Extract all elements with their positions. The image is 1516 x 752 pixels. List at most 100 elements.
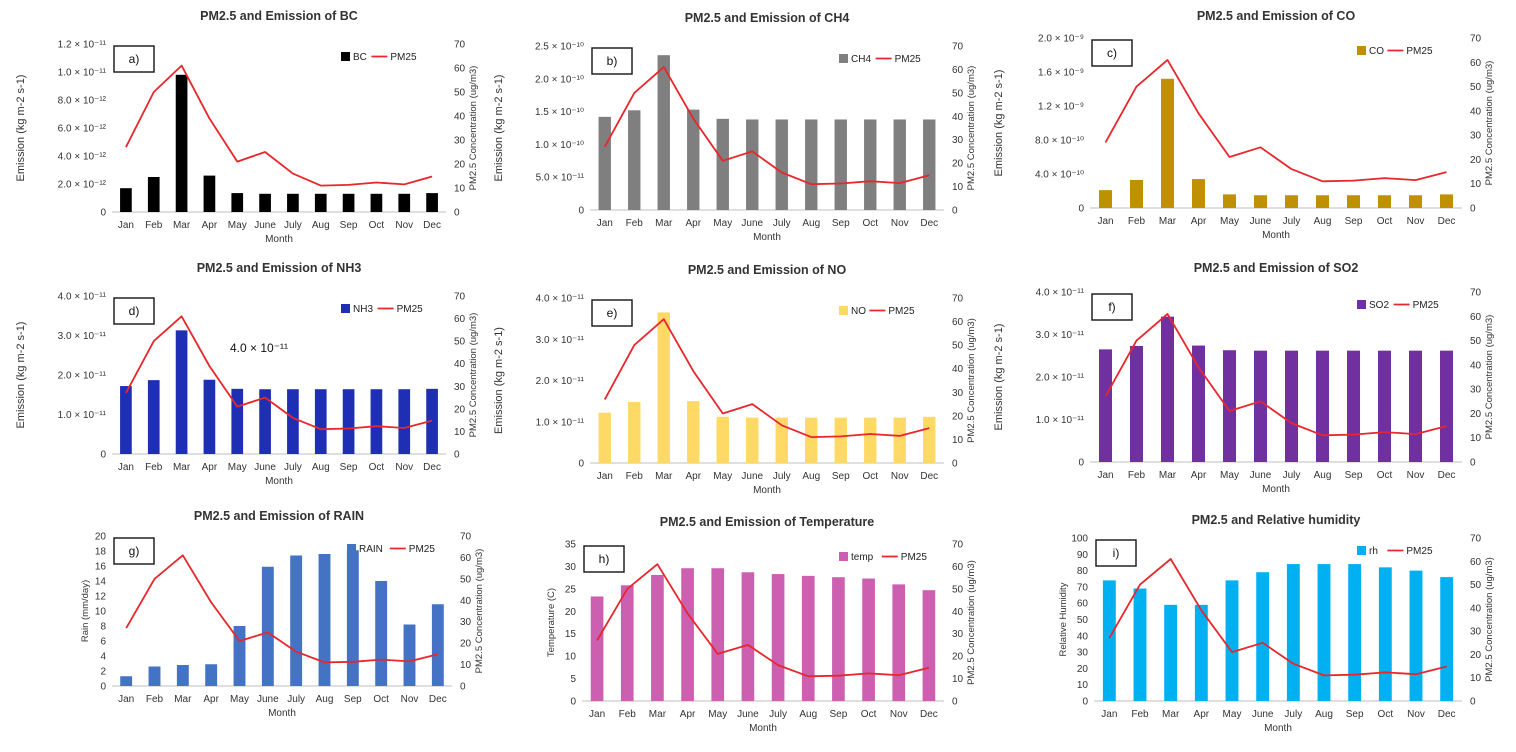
y2-tick-label: 60 [1470,557,1482,568]
x-tick-label: June [737,709,759,720]
bar-temp [862,578,875,701]
x-tick-label: Sep [1345,470,1363,481]
pm25-line [604,66,930,186]
panel-label-box [113,45,155,73]
legend-swatch-bar [839,54,848,63]
y2-tick-label: 50 [952,88,964,99]
y-tick-label: 30 [1077,648,1089,659]
legend-label-line: PM25 [1406,46,1433,57]
x-tick-label: Dec [920,471,938,482]
bar-rain [375,581,388,686]
pm25-line [125,64,433,187]
y-tick-label: 2.0 × 10⁻⁹ [1038,34,1084,45]
x-tick-label: May [708,709,727,720]
x-tick-label: Nov [395,462,413,473]
x-tick-label: July [284,462,302,473]
x-tick-label: Dec [1438,216,1456,227]
y2-tick-label: 40 [460,596,472,607]
pm25-line [1104,59,1447,183]
y2-tick-label: 70 [952,540,964,551]
x-tick-label: Dec [1438,470,1456,481]
y2-tick-label: 70 [454,40,466,51]
x-tick-label: Sep [1345,216,1363,227]
panel-label-box [1095,539,1137,567]
bar-temp [892,584,906,701]
y-tick-label: 6 [100,637,106,648]
y2-tick-label: 30 [952,388,964,399]
bar-bc [342,193,355,212]
y-tick-label: 8.0 × 10⁻¹⁰ [1035,136,1084,147]
y2-tick-label: 40 [454,359,466,370]
bar-co [1129,179,1144,208]
y2-tick-label: 60 [952,562,964,573]
y2-tick-label: 0 [952,206,958,217]
y2-tick-label: 60 [454,64,466,75]
y-tick-label: 3.0 × 10⁻¹¹ [58,331,107,342]
chart-panel-7: PM2.5 and Emission of RAIN 0 2 4 6 8 10 12 14 16 1… [80,509,485,719]
x-tick-label: Nov [401,694,419,705]
y2-tick-label: 40 [1470,360,1482,371]
x-tick-label: Jan [118,694,134,705]
bar-nh3 [370,389,383,454]
y2-tick-label: 40 [952,607,964,618]
x-tick-label: July [287,694,305,705]
x-tick-label: Aug [802,471,820,482]
x-tick-label: May [228,220,247,231]
x-tick-label: Aug [316,694,334,705]
panel-label-box [583,545,625,573]
bar-ch4 [598,116,611,210]
x-tick-label: Jan [597,471,613,482]
y-axis-label: Emission (kg m-2 s-1) [993,70,1005,177]
y2-tick-label: 10 [952,435,964,446]
pm25-line [125,554,439,664]
bar-rain [431,604,444,686]
legend-swatch-bar [347,544,356,553]
y-tick-label: 14 [95,577,107,588]
legend-label-bar: CH4 [851,54,871,65]
y-tick-label: 90 [1077,550,1089,561]
y2-tick-label: 50 [1470,336,1482,347]
bar-temp [741,572,755,701]
x-tick-label: May [713,218,732,229]
y-tick-label: 4.0 × 10⁻¹¹ [536,294,585,305]
bar-ch4 [746,119,759,210]
x-tick-label: Mar [1159,216,1177,227]
bar-co [1315,195,1330,208]
chart-panel-3: PM2.5 and Emission of CO 0 4.0 × 10⁻¹⁰ 8.0 … [993,9,1495,241]
y2-tick-label: 60 [1470,58,1482,69]
bar-temp [771,574,785,701]
x-tick-label: Apr [1191,216,1207,227]
y-axis-label: Emission (kg m-2 s-1) [15,322,27,429]
bar-rh [1194,604,1208,701]
x-tick-label: Nov [1407,709,1425,720]
y-tick-label: 1.0 × 10⁻¹¹ [58,410,107,421]
chart-title: PM2.5 and Emission of NH3 [197,261,362,275]
bar-no [657,312,670,463]
y-tick-label: 10 [95,607,107,618]
bar-rain [318,554,331,686]
x-tick-label: Dec [920,218,938,229]
y2-tick-label: 20 [1470,650,1482,661]
bar-rain [261,566,274,686]
panel-label: a) [129,52,140,66]
y-tick-label: 1.0 × 10⁻¹¹ [536,417,585,428]
y-tick-label: 3.0 × 10⁻¹¹ [1036,330,1085,341]
bar-bc [203,175,216,212]
x-tick-label: Apr [1194,709,1210,720]
y2-tick-label: 50 [1470,580,1482,591]
x-axis-label: Month [749,723,777,734]
y-tick-label: 50 [1077,615,1089,626]
panel-label-box [591,299,633,327]
y2-tick-label: 60 [460,553,472,564]
x-tick-label: Oct [862,471,878,482]
x-tick-label: Nov [891,471,909,482]
y2-tick-label: 0 [1470,204,1476,215]
bar-no [628,401,641,463]
x-tick-label: Nov [1407,470,1425,481]
x-tick-label: Mar [655,471,673,482]
y2-tick-label: 0 [454,450,460,461]
y-tick-label: 4.0 × 10⁻¹¹ [58,292,107,303]
bar-no [805,417,818,463]
y-tick-label: 5.0 × 10⁻¹¹ [536,173,585,184]
x-axis-label: Month [1262,484,1290,495]
